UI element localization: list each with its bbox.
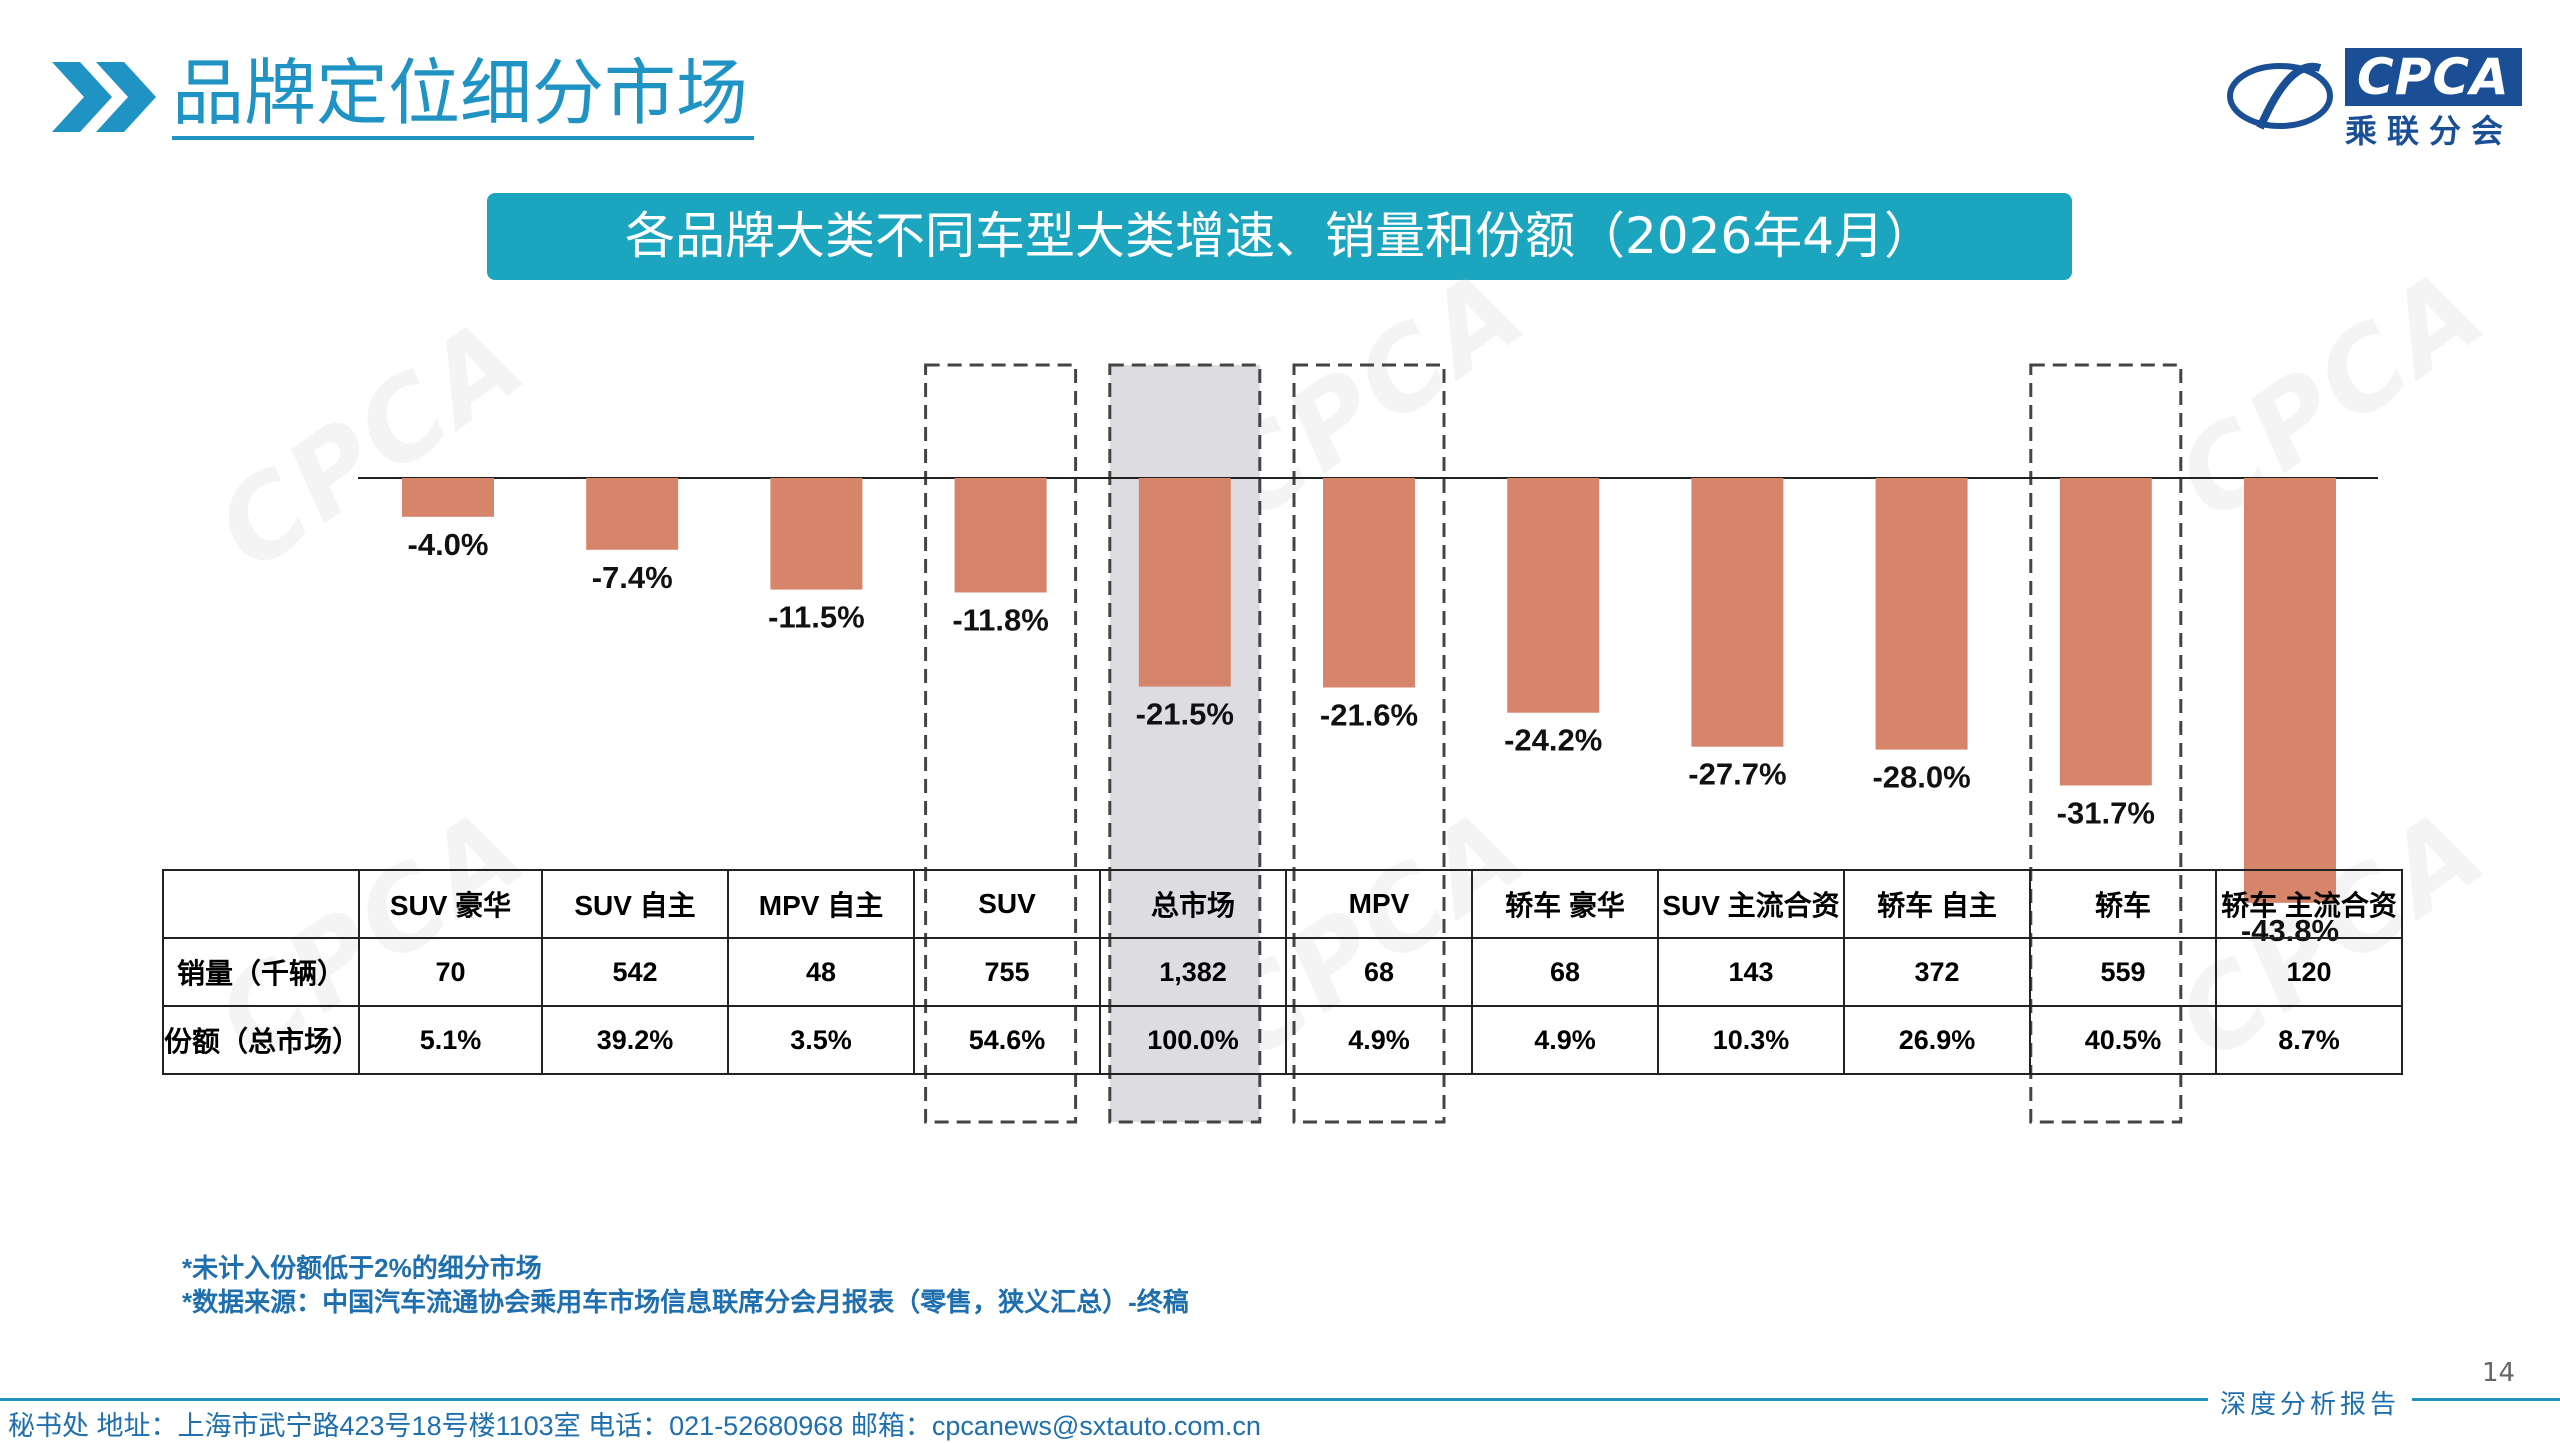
data-label: -21.6%	[1320, 698, 1418, 733]
table-cell: 40.5%	[2029, 1005, 2217, 1075]
column-header: SUV 自主	[541, 869, 729, 939]
column-header: MPV	[1285, 869, 1473, 939]
logo-subtitle: 乘联分会	[2345, 112, 2514, 150]
table-cell: 4.9%	[1471, 1005, 1659, 1075]
table-cell: 54.6%	[913, 1005, 1101, 1075]
table-cell: 26.9%	[1843, 1005, 2031, 1075]
bar	[586, 478, 679, 550]
column-header: MPV 自主	[727, 869, 915, 939]
column-header: SUV	[913, 869, 1101, 939]
table-cell: 3.5%	[727, 1005, 915, 1075]
table-cell: 70	[358, 937, 543, 1007]
bar	[2059, 478, 2152, 786]
page-title: 品牌定位细分市场	[172, 50, 755, 140]
logo-text: CPCA	[2345, 48, 2522, 106]
data-label: -24.2%	[1504, 723, 1602, 758]
column-header: SUV 主流合资	[1657, 869, 1845, 939]
table-cell: 143	[1657, 937, 1845, 1007]
highlight-box	[924, 363, 1078, 1124]
bar	[1691, 478, 1784, 747]
table-cell: 48	[727, 937, 915, 1007]
data-label: -31.7%	[2057, 795, 2155, 830]
chart-title: 各品牌大类不同车型大类增速、销量和份额（2026年4月）	[487, 193, 2072, 280]
data-label: -11.5%	[768, 600, 865, 635]
column-header: 轿车 豪华	[1471, 869, 1659, 939]
bar	[954, 478, 1047, 593]
data-label: -28.0%	[1872, 760, 1970, 795]
column-header: 轿车 主流合资	[2215, 869, 2403, 939]
data-label: -7.4%	[592, 560, 673, 595]
data-label: -27.7%	[1688, 757, 1786, 792]
bar	[1138, 478, 1231, 687]
row-label: 份额（总市场）	[162, 1005, 360, 1075]
table-cell: 68	[1285, 937, 1473, 1007]
table-cell: 68	[1471, 937, 1659, 1007]
table-cell: 8.7%	[2215, 1005, 2403, 1075]
bar	[1323, 478, 1415, 688]
table-cell: 4.9%	[1285, 1005, 1473, 1075]
table-cell: 120	[2215, 937, 2403, 1007]
table-cell: 542	[541, 937, 729, 1007]
table-cell: 1,382	[1099, 937, 1287, 1007]
bar	[770, 478, 863, 590]
bar	[2244, 478, 2336, 903]
table-cell: 100.0%	[1099, 1005, 1287, 1075]
table-cell: 559	[2029, 937, 2217, 1007]
bar	[402, 478, 494, 517]
table-row: 份额（总市场） 5.1% 39.2% 3.5% 54.6% 100.0% 4.9% 4.9% 1…	[162, 1005, 2403, 1075]
page-number: 14	[2482, 1358, 2516, 1388]
chevron-right-icon	[52, 62, 156, 132]
table-cell	[162, 869, 360, 939]
note-text: *数据来源：中国汽车流通协会乘用车市场信息联席分会月报表（零售，狭义汇总）-终稿	[182, 1287, 1189, 1317]
highlight-box	[1292, 363, 1446, 1124]
highlight-box	[2029, 363, 2183, 1124]
table-header-row: SUV 豪华 SUV 自主 MPV 自主 SUV 总市场 MPV 轿车 豪华 SUV 主流合资…	[162, 869, 2403, 939]
bar	[1875, 478, 1968, 750]
data-label: -21.5%	[1136, 697, 1234, 732]
column-header: 总市场	[1099, 869, 1287, 939]
column-header: SUV 豪华	[358, 869, 543, 939]
table-cell: 755	[913, 937, 1101, 1007]
table-cell: 39.2%	[541, 1005, 729, 1075]
footer-divider	[0, 1398, 2560, 1401]
report-tag: 深度分析报告	[2208, 1384, 2413, 1421]
data-label: -4.0%	[408, 527, 489, 562]
footer-contact: 秘书处 地址：上海市武宁路423号18号楼1103室 电话：021-526809…	[8, 1411, 1261, 1441]
row-label: 销量（千辆）	[162, 937, 360, 1007]
data-table: SUV 豪华 SUV 自主 MPV 自主 SUV 总市场 MPV 轿车 豪华 SUV 主流合资…	[162, 869, 2403, 1075]
table-cell: 372	[1843, 937, 2031, 1007]
table-cell: 10.3%	[1657, 1005, 1845, 1075]
column-header: 轿车	[2029, 869, 2217, 939]
bar	[1507, 478, 1600, 713]
data-label: -11.8%	[952, 602, 1049, 637]
column-header: 轿车 自主	[1843, 869, 2031, 939]
note-text: *未计入份额低于2%的细分市场	[182, 1253, 542, 1283]
table-cell: 5.1%	[358, 1005, 543, 1075]
cpca-logo-icon	[2227, 62, 2333, 130]
table-row: 销量（千辆） 70 542 48 755 1,382 68 68 143 372 559 120	[162, 937, 2403, 1007]
